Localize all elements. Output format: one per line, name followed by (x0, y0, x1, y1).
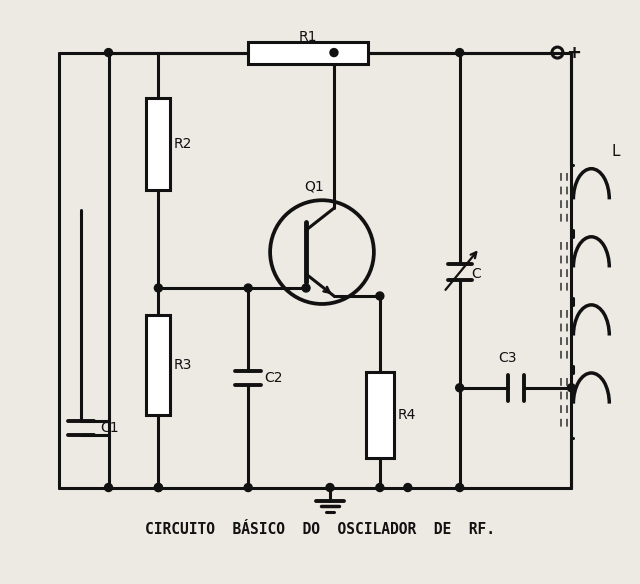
Circle shape (456, 484, 463, 492)
Text: R4: R4 (398, 408, 416, 422)
Circle shape (302, 284, 310, 292)
Text: C: C (472, 267, 481, 281)
Circle shape (104, 484, 113, 492)
Circle shape (376, 292, 384, 300)
Text: R1: R1 (299, 30, 317, 44)
Bar (366, 372, 394, 458)
Circle shape (326, 484, 334, 492)
Bar (248, 41, 368, 64)
Text: R2: R2 (173, 137, 192, 151)
Bar (147, 99, 170, 190)
Circle shape (330, 48, 338, 57)
Circle shape (154, 484, 163, 492)
Text: L: L (611, 144, 620, 159)
Circle shape (104, 48, 113, 57)
Circle shape (456, 48, 463, 57)
Text: Q1: Q1 (304, 179, 324, 193)
Circle shape (244, 484, 252, 492)
Text: C3: C3 (499, 351, 517, 365)
Text: R3: R3 (173, 358, 192, 372)
Text: C1: C1 (100, 420, 119, 434)
Circle shape (568, 384, 575, 392)
Circle shape (404, 484, 412, 492)
Text: +: + (566, 44, 581, 61)
Circle shape (154, 284, 163, 292)
Circle shape (244, 284, 252, 292)
Circle shape (154, 484, 163, 492)
Bar (147, 315, 170, 415)
Circle shape (456, 384, 463, 392)
Text: C2: C2 (264, 371, 283, 385)
Text: CIRCUITO  BÁSICO  DO  OSCILADOR  DE  RF.: CIRCUITO BÁSICO DO OSCILADOR DE RF. (145, 522, 495, 537)
Circle shape (376, 484, 384, 492)
